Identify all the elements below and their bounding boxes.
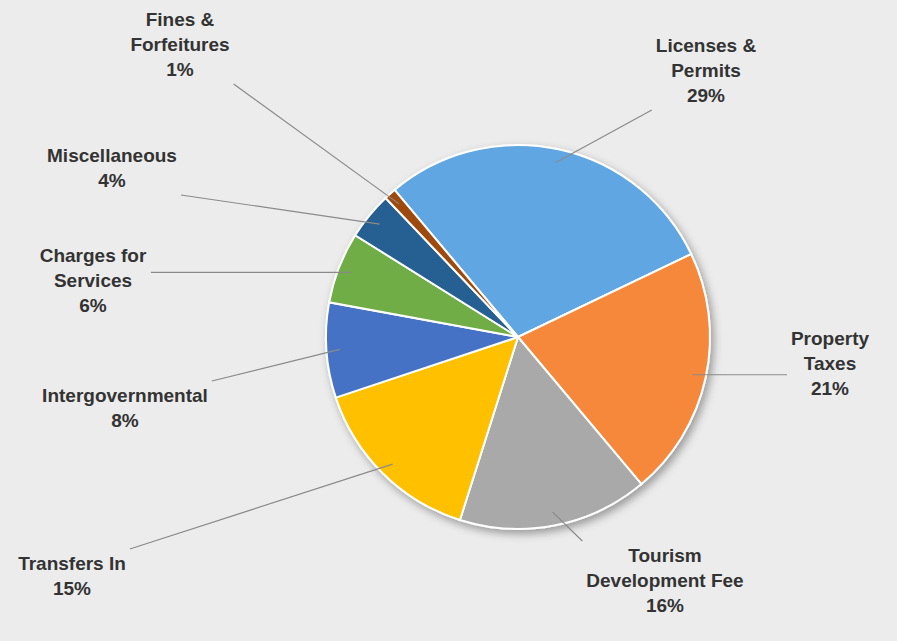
category-label: TourismDevelopment Fee	[586, 545, 743, 591]
chart-root: Licenses &Permits 29% PropertyTaxes 21% Tour…	[0, 0, 897, 641]
slice-label: TourismDevelopment Fee 16%	[586, 545, 743, 616]
category-label: Intergovernmental	[42, 385, 208, 406]
category-label: PropertyTaxes	[791, 328, 870, 374]
slice-label: Fines &Forfeitures 1%	[130, 9, 229, 80]
slice-label: Licenses &Permits 29%	[656, 35, 757, 106]
value-label: 6%	[79, 295, 107, 316]
leader-line	[130, 464, 393, 549]
value-label: 29%	[687, 85, 725, 106]
slice-label: Miscellaneous 4%	[47, 145, 177, 191]
background	[0, 0, 897, 641]
slice-label: PropertyTaxes 21%	[791, 328, 870, 399]
pie	[326, 145, 710, 529]
leader-line	[181, 195, 380, 224]
value-label: 1%	[166, 59, 194, 80]
category-label: Fines &Forfeitures	[130, 9, 229, 55]
value-label: 8%	[111, 410, 139, 431]
leader-line	[234, 84, 399, 204]
leader-line	[151, 272, 352, 273]
slice-label: Charges forServices 6%	[40, 245, 147, 316]
value-label: 16%	[646, 595, 684, 616]
category-label: Transfers In	[18, 553, 126, 574]
value-label: 4%	[98, 170, 126, 191]
pie-slice	[355, 198, 518, 337]
slice-label: Intergovernmental 8%	[42, 385, 208, 431]
labels: Licenses &Permits 29% PropertyTaxes 21% Tour…	[18, 9, 869, 616]
category-label: Charges forServices	[40, 245, 147, 291]
value-label: 21%	[811, 378, 849, 399]
slice-label: Transfers In 15%	[18, 553, 126, 599]
leader-line	[693, 374, 787, 375]
leader-line	[553, 512, 583, 541]
leader-line	[556, 110, 652, 162]
pie-slice	[386, 190, 518, 337]
category-label: Miscellaneous	[47, 145, 177, 166]
leaders	[130, 84, 787, 549]
category-label: Licenses &Permits	[656, 35, 757, 81]
value-label: 15%	[53, 578, 91, 599]
leader-line	[212, 349, 340, 381]
